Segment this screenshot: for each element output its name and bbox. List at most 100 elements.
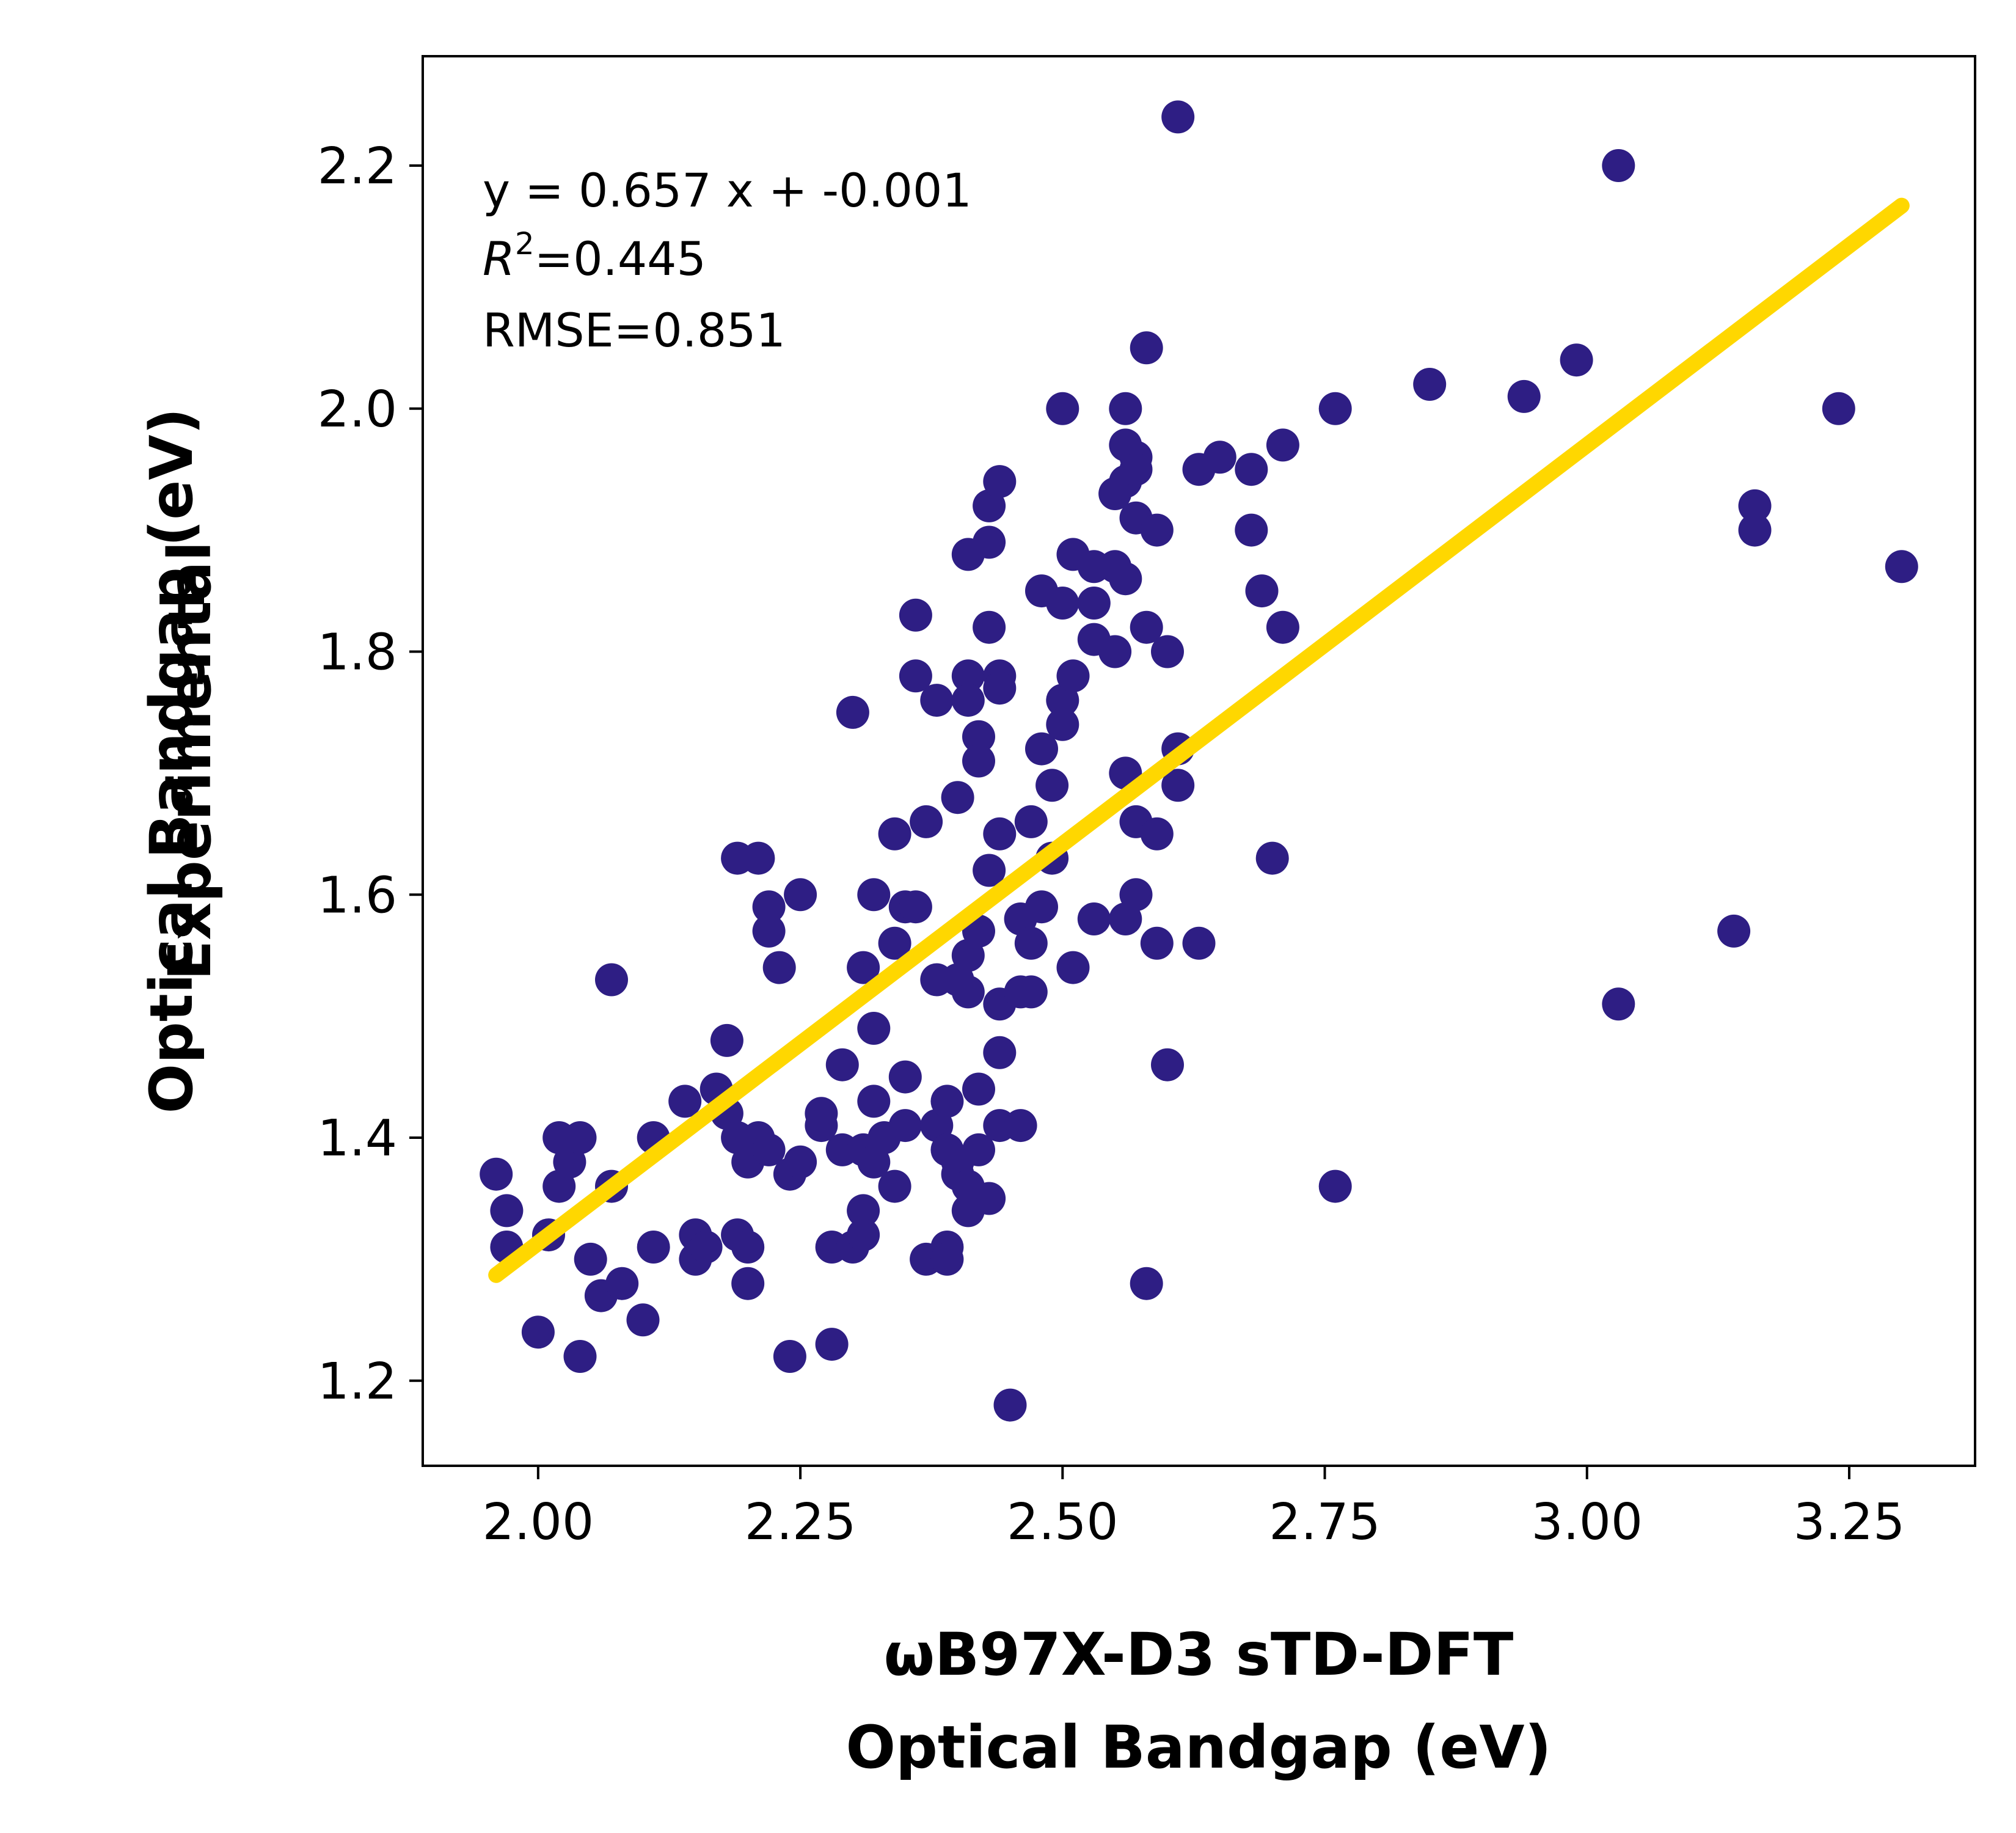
x-tick-label: 2.00 [483, 1493, 594, 1551]
data-point [973, 610, 1006, 644]
y-axis-label-line2: Optical Bandgap (eV) [137, 408, 206, 1114]
data-point [1235, 513, 1268, 547]
data-point [1025, 732, 1058, 766]
data-point [1046, 587, 1079, 620]
data-point [1602, 987, 1635, 1021]
data-point [836, 695, 869, 729]
data-point [563, 1121, 597, 1154]
data-point [1046, 708, 1079, 741]
data-point [930, 1242, 964, 1276]
data-point [574, 1242, 607, 1276]
data-point [951, 975, 985, 1009]
data-point [951, 659, 985, 693]
data-point [1266, 610, 1299, 644]
annotation-r-squared: R2=0.445 [483, 226, 706, 286]
data-point [1266, 428, 1299, 462]
data-point [1318, 392, 1352, 425]
y-tick-label: 1.2 [318, 1353, 397, 1411]
data-point [480, 1157, 513, 1191]
data-point [1717, 914, 1751, 948]
data-point [1151, 1048, 1184, 1081]
x-axis-label-line2: Optical Bandgap (eV) [846, 1713, 1552, 1782]
data-point [1035, 769, 1069, 802]
data-point [1245, 574, 1279, 608]
data-point [1182, 926, 1216, 960]
regression-fit-line [488, 197, 1910, 1283]
data-point [1119, 878, 1153, 912]
data-point [878, 926, 911, 960]
data-point [1140, 513, 1174, 547]
y-tick-label: 2.0 [318, 381, 397, 439]
data-point [888, 1060, 922, 1094]
data-point [878, 1169, 911, 1203]
data-point [1161, 100, 1195, 134]
data-point [920, 684, 954, 717]
data-point [847, 951, 880, 984]
y-tick-label: 1.4 [318, 1110, 397, 1168]
data-point [878, 817, 911, 851]
data-point [1140, 817, 1174, 851]
x-tick-label: 2.50 [1007, 1493, 1119, 1551]
x-axis-label-line1: ωB97X-D3 sTD-DFT [884, 1620, 1514, 1689]
data-point [857, 878, 891, 912]
data-point [1151, 635, 1184, 668]
data-point [825, 1048, 859, 1081]
data-point [1140, 926, 1174, 960]
data-point [973, 525, 1006, 559]
data-point [490, 1194, 524, 1227]
data-point [815, 1328, 849, 1361]
data-point [1119, 453, 1153, 486]
data-point [1109, 392, 1142, 425]
y-tick-label: 1.8 [318, 624, 397, 682]
data-point [1318, 1169, 1352, 1203]
data-point [941, 781, 974, 814]
data-point [857, 1012, 891, 1045]
data-point [805, 1109, 838, 1143]
data-point [983, 1036, 1017, 1069]
data-point [731, 1267, 765, 1300]
data-point [710, 1023, 743, 1057]
data-point [1109, 562, 1142, 596]
data-point [847, 1194, 880, 1227]
data-point [1046, 392, 1079, 425]
data-point [762, 951, 796, 984]
data-point [1203, 441, 1236, 474]
data-point [1014, 975, 1048, 1009]
data-point [899, 890, 932, 924]
data-point [1161, 769, 1195, 802]
data-point [1025, 890, 1058, 924]
y-tick-label: 1.6 [318, 866, 397, 924]
data-point [983, 465, 1017, 499]
data-point [784, 1145, 817, 1179]
data-point [1255, 841, 1289, 875]
data-point [626, 1303, 660, 1337]
data-point [899, 659, 932, 693]
data-point [595, 963, 628, 997]
data-point [521, 1315, 555, 1349]
data-point [1077, 587, 1111, 620]
data-point [857, 1085, 891, 1118]
y-tick-label: 2.2 [318, 137, 397, 196]
data-point [973, 1182, 1006, 1215]
y-axis-ticks: 1.2 1.4 1.6 1.8 2.0 2.2 [318, 137, 423, 1411]
data-point [847, 1218, 880, 1252]
data-point [983, 671, 1017, 705]
data-point [1056, 951, 1090, 984]
data-point [1098, 635, 1132, 668]
data-point [773, 1340, 806, 1373]
data-point [888, 1109, 922, 1143]
data-point [605, 1267, 639, 1300]
data-point [1738, 513, 1772, 547]
data-point [1738, 489, 1772, 522]
data-point [910, 805, 943, 838]
data-point [668, 1085, 702, 1118]
data-point [1014, 805, 1048, 838]
data-point [1077, 902, 1111, 935]
data-point [1130, 331, 1163, 365]
data-point [731, 1231, 765, 1264]
data-point [1602, 149, 1635, 182]
data-point [637, 1231, 670, 1264]
data-point [1822, 392, 1855, 425]
plot-frame [422, 55, 1976, 1467]
